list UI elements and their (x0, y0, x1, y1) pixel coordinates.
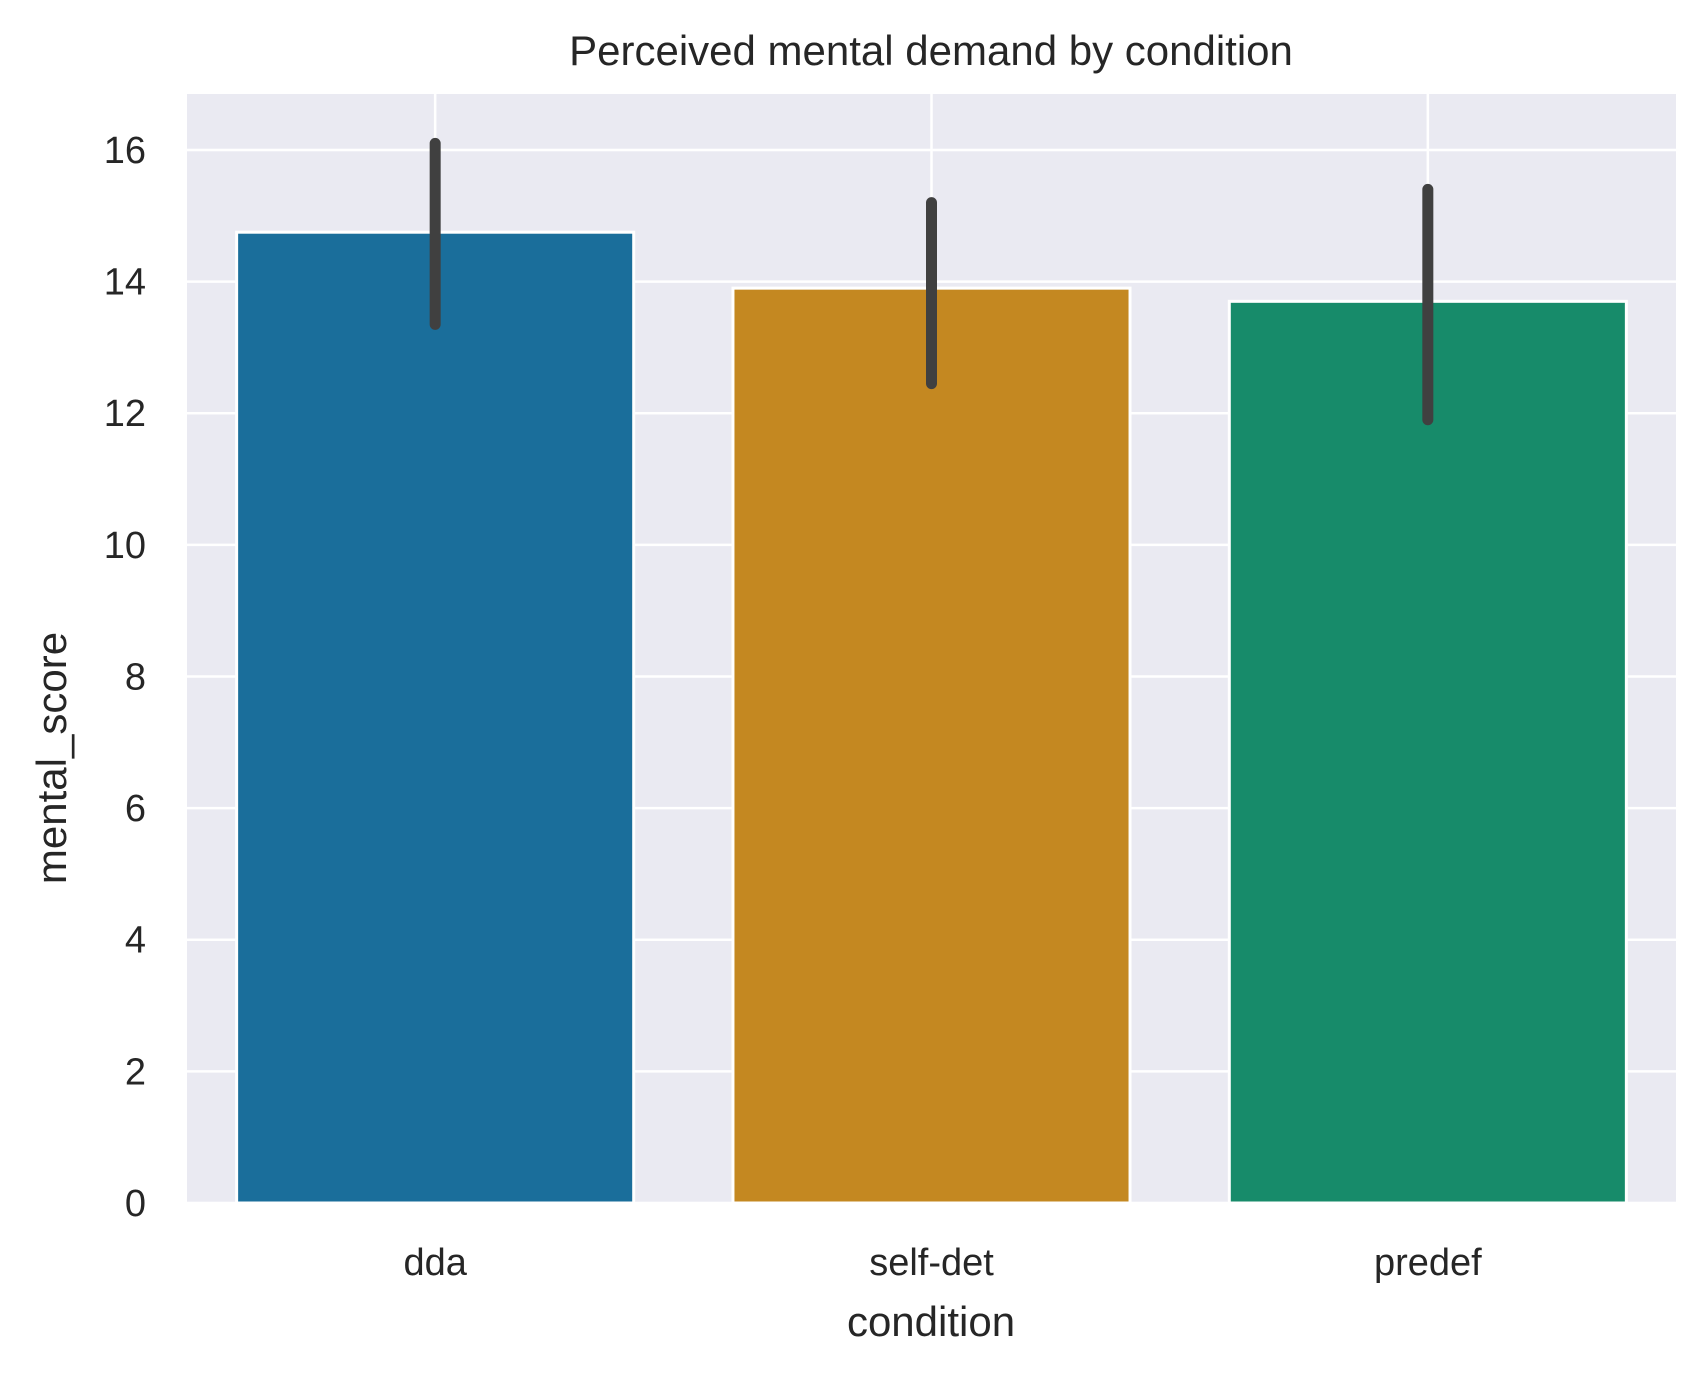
y-tick-label: 0 (125, 1183, 146, 1225)
y-tick-label: 14 (104, 262, 146, 304)
chart-title: Perceived mental demand by condition (569, 27, 1293, 74)
bars (235, 230, 1628, 1205)
bar-predef (1227, 299, 1628, 1205)
error-bars (429, 137, 1434, 426)
y-tick-label: 12 (104, 393, 146, 435)
y-tick-label: 10 (104, 525, 146, 567)
y-tick-label: 2 (125, 1051, 146, 1093)
bar-dda (235, 230, 636, 1205)
x-axis-label: condition (847, 1298, 1015, 1345)
x-tick-label: self-det (869, 1242, 994, 1284)
y-axis-label: mental_score (28, 632, 75, 884)
y-tick-labels: 0 2 4 6 8 10 12 14 16 (104, 130, 146, 1225)
bar-self-det (731, 286, 1132, 1205)
y-tick-label: 4 (125, 920, 146, 962)
x-tick-labels: dda self-det predef (403, 1242, 1482, 1284)
x-tick-label: dda (403, 1242, 467, 1284)
y-tick-label: 6 (125, 788, 146, 830)
x-tick-label: predef (1374, 1242, 1482, 1284)
y-tick-label: 16 (104, 130, 146, 172)
y-tick-label: 8 (125, 656, 146, 698)
